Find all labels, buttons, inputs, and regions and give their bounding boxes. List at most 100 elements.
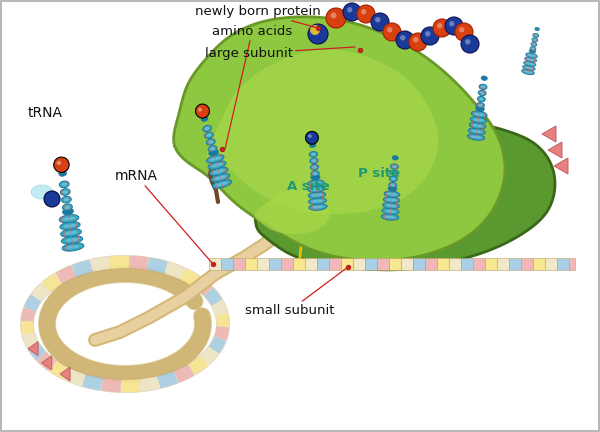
- Ellipse shape: [308, 186, 325, 192]
- Circle shape: [445, 17, 463, 35]
- FancyBboxPatch shape: [365, 258, 377, 270]
- Ellipse shape: [310, 182, 322, 184]
- Ellipse shape: [532, 38, 538, 42]
- Ellipse shape: [310, 143, 316, 147]
- Ellipse shape: [201, 116, 208, 121]
- Ellipse shape: [62, 208, 73, 215]
- Ellipse shape: [61, 183, 67, 186]
- FancyBboxPatch shape: [413, 258, 425, 270]
- Text: P site: P site: [358, 167, 400, 180]
- Circle shape: [313, 29, 319, 35]
- Ellipse shape: [206, 133, 212, 137]
- Ellipse shape: [311, 171, 319, 176]
- FancyBboxPatch shape: [377, 258, 389, 270]
- Polygon shape: [554, 158, 568, 174]
- Ellipse shape: [311, 175, 320, 180]
- Circle shape: [383, 23, 401, 41]
- Ellipse shape: [382, 208, 399, 214]
- Ellipse shape: [309, 204, 327, 210]
- Ellipse shape: [61, 189, 70, 195]
- Ellipse shape: [467, 134, 485, 140]
- Ellipse shape: [392, 156, 398, 160]
- Ellipse shape: [478, 96, 485, 102]
- Polygon shape: [206, 50, 438, 214]
- Ellipse shape: [208, 161, 226, 169]
- FancyBboxPatch shape: [269, 258, 281, 270]
- Ellipse shape: [205, 127, 210, 130]
- Ellipse shape: [524, 61, 536, 66]
- Ellipse shape: [534, 35, 538, 36]
- Ellipse shape: [526, 53, 537, 58]
- Ellipse shape: [521, 70, 535, 75]
- FancyBboxPatch shape: [485, 258, 497, 270]
- Circle shape: [465, 39, 470, 44]
- Circle shape: [331, 13, 337, 19]
- Circle shape: [400, 35, 406, 41]
- Circle shape: [421, 27, 439, 45]
- Ellipse shape: [209, 157, 221, 161]
- Ellipse shape: [389, 182, 397, 187]
- Ellipse shape: [311, 159, 316, 162]
- FancyBboxPatch shape: [425, 258, 437, 270]
- Ellipse shape: [533, 33, 539, 38]
- Ellipse shape: [59, 181, 69, 188]
- Ellipse shape: [63, 224, 77, 228]
- Ellipse shape: [479, 84, 487, 89]
- Ellipse shape: [210, 147, 215, 150]
- Ellipse shape: [64, 206, 70, 209]
- Ellipse shape: [203, 125, 212, 132]
- Circle shape: [455, 23, 473, 41]
- Circle shape: [425, 31, 430, 36]
- Circle shape: [308, 24, 328, 44]
- Ellipse shape: [209, 149, 218, 156]
- Ellipse shape: [385, 210, 397, 213]
- Ellipse shape: [64, 231, 78, 235]
- Ellipse shape: [391, 164, 398, 169]
- Ellipse shape: [206, 155, 224, 163]
- Ellipse shape: [61, 196, 71, 203]
- FancyBboxPatch shape: [533, 258, 545, 270]
- Ellipse shape: [313, 172, 317, 175]
- Ellipse shape: [469, 122, 486, 129]
- Ellipse shape: [312, 166, 317, 168]
- Text: tRNA: tRNA: [28, 106, 63, 120]
- Ellipse shape: [473, 113, 485, 116]
- Ellipse shape: [531, 42, 537, 46]
- Ellipse shape: [523, 65, 535, 70]
- Circle shape: [44, 191, 60, 207]
- Ellipse shape: [389, 176, 397, 181]
- Polygon shape: [60, 367, 70, 381]
- Circle shape: [361, 9, 367, 14]
- Ellipse shape: [383, 203, 400, 209]
- Polygon shape: [173, 17, 505, 261]
- Ellipse shape: [386, 199, 397, 201]
- FancyBboxPatch shape: [281, 258, 293, 270]
- FancyBboxPatch shape: [389, 258, 401, 270]
- Ellipse shape: [480, 92, 485, 94]
- Ellipse shape: [524, 67, 533, 69]
- FancyBboxPatch shape: [293, 258, 305, 270]
- FancyBboxPatch shape: [401, 258, 413, 270]
- Polygon shape: [254, 190, 330, 234]
- Circle shape: [449, 21, 454, 26]
- Text: small subunit: small subunit: [245, 267, 348, 317]
- Ellipse shape: [310, 164, 319, 170]
- Ellipse shape: [212, 169, 225, 174]
- Ellipse shape: [527, 54, 536, 57]
- Ellipse shape: [208, 146, 217, 152]
- Text: large subunit: large subunit: [205, 47, 355, 60]
- FancyBboxPatch shape: [437, 258, 449, 270]
- Ellipse shape: [205, 132, 214, 138]
- Ellipse shape: [478, 90, 486, 95]
- Polygon shape: [41, 356, 52, 370]
- Ellipse shape: [384, 191, 400, 197]
- Ellipse shape: [476, 106, 484, 111]
- Ellipse shape: [311, 206, 325, 208]
- FancyBboxPatch shape: [305, 258, 317, 270]
- Ellipse shape: [476, 102, 484, 108]
- FancyBboxPatch shape: [473, 258, 485, 270]
- Ellipse shape: [524, 71, 532, 73]
- Ellipse shape: [385, 204, 397, 207]
- Ellipse shape: [391, 184, 395, 186]
- Ellipse shape: [62, 204, 73, 210]
